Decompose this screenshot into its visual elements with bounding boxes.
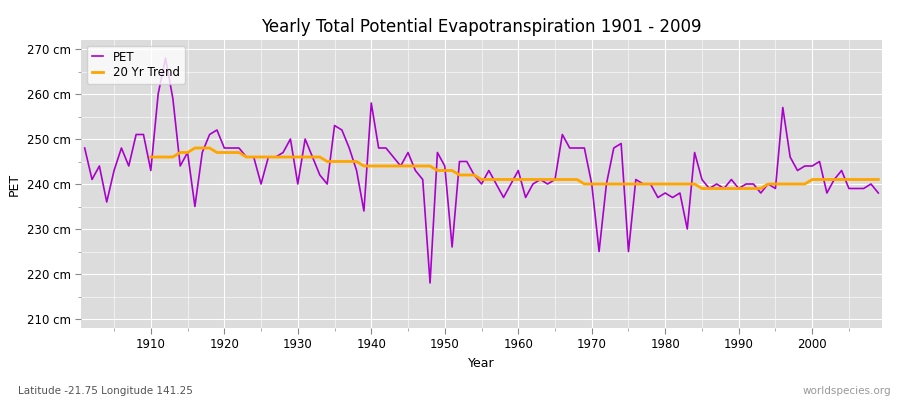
20 Yr Trend xyxy=(527,177,538,182)
PET xyxy=(307,154,318,159)
Line: PET: PET xyxy=(85,58,878,283)
Text: Latitude -21.75 Longitude 141.25: Latitude -21.75 Longitude 141.25 xyxy=(18,386,193,396)
PET xyxy=(520,195,531,200)
PET xyxy=(616,141,626,146)
PET xyxy=(160,56,171,60)
PET xyxy=(425,281,436,286)
PET xyxy=(79,146,90,150)
20 Yr Trend xyxy=(697,186,707,191)
20 Yr Trend xyxy=(850,177,861,182)
PET xyxy=(138,132,148,137)
PET xyxy=(527,182,538,186)
Title: Yearly Total Potential Evapotranspiration 1901 - 2009: Yearly Total Potential Evapotranspiratio… xyxy=(261,18,702,36)
Text: worldspecies.org: worldspecies.org xyxy=(803,386,891,396)
Legend: PET, 20 Yr Trend: PET, 20 Yr Trend xyxy=(87,46,184,84)
PET xyxy=(351,168,362,173)
20 Yr Trend xyxy=(190,146,201,150)
20 Yr Trend xyxy=(873,177,884,182)
Y-axis label: PET: PET xyxy=(8,172,21,196)
20 Yr Trend xyxy=(146,154,157,159)
Line: 20 Yr Trend: 20 Yr Trend xyxy=(151,148,878,188)
20 Yr Trend xyxy=(829,177,840,182)
20 Yr Trend xyxy=(322,159,333,164)
20 Yr Trend xyxy=(586,182,597,186)
PET xyxy=(873,191,884,196)
20 Yr Trend xyxy=(292,154,303,159)
X-axis label: Year: Year xyxy=(468,357,495,370)
